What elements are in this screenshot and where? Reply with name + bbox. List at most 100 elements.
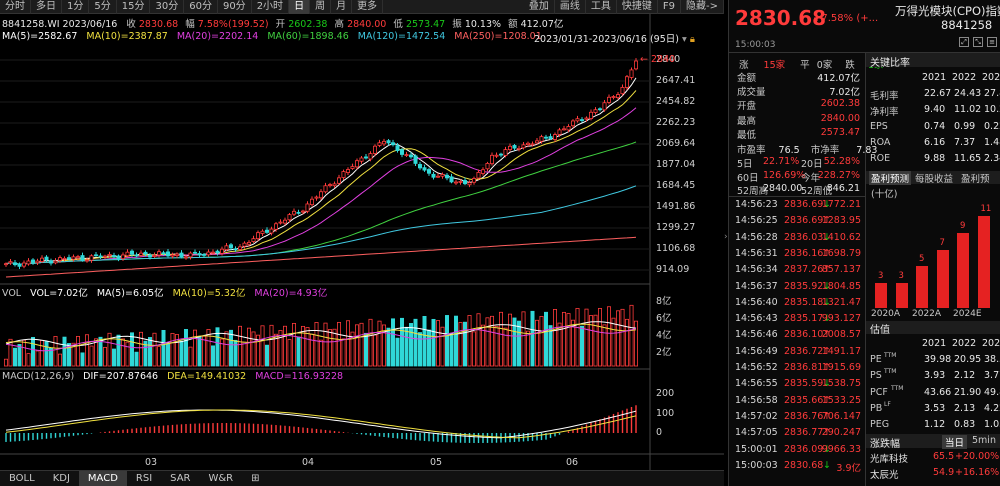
candle-body xyxy=(512,145,517,149)
volume-bar xyxy=(381,324,386,367)
candle-body xyxy=(422,167,427,171)
toolbar-action-button[interactable]: 画线 xyxy=(555,0,586,14)
candle-body xyxy=(476,172,481,179)
candle-body xyxy=(539,136,544,142)
volume-bar xyxy=(237,325,242,367)
forecast-tab[interactable]: 盈利预 xyxy=(961,174,990,185)
toolbar-action-button[interactable]: 叠加 xyxy=(524,0,555,14)
indicator-tab-boll[interactable]: BOLL xyxy=(9,472,35,484)
ratio-year-header: 2021 xyxy=(922,72,947,83)
period-tab[interactable]: 日 xyxy=(289,0,311,14)
tick-time: 14:56:34 xyxy=(735,264,778,276)
tick-row[interactable]: 14:56:58 2835.66 ↑ 1533.25 xyxy=(729,395,865,409)
volume-bar xyxy=(584,308,589,367)
period-tab[interactable]: 月 xyxy=(331,0,353,14)
kline-chart-svg[interactable] xyxy=(0,14,724,470)
high-value: 2840.00 xyxy=(347,19,387,30)
candle-body xyxy=(224,245,229,251)
period-tab[interactable]: 分时 xyxy=(0,0,31,14)
toolbar-action-button[interactable]: 快捷键 xyxy=(617,0,658,14)
indicator-tab-sar[interactable]: SAR xyxy=(170,472,191,484)
valuation-label: PCF xyxy=(870,386,888,398)
candle-body xyxy=(629,69,634,78)
toolbar-action-button[interactable]: 工具 xyxy=(586,0,617,14)
candle-body xyxy=(103,255,108,258)
candle-body xyxy=(390,142,395,146)
perf-label: 今年 xyxy=(801,172,821,184)
mover-name[interactable]: 光库科技 xyxy=(870,454,909,465)
period-tab[interactable]: 1分 xyxy=(62,0,90,14)
volume-bar xyxy=(49,347,54,367)
tick-time: 14:56:46 xyxy=(735,329,778,341)
candle-body xyxy=(426,169,431,174)
forecast-tab[interactable]: 盈利预测 xyxy=(869,171,912,185)
quote-stat-value: 412.07亿 xyxy=(817,73,860,84)
add-indicator-icon[interactable]: ⊞ xyxy=(251,472,260,484)
tick-price: 2835.59 xyxy=(784,378,824,390)
tick-row[interactable]: 15:00:03 2830.68 ↓ 3.9亿 xyxy=(729,460,865,474)
tick-row[interactable]: 14:56:37 2835.92 ↓ 1804.85 xyxy=(729,281,865,295)
period-tab[interactable]: 60分 xyxy=(184,0,218,14)
indicator-tab-rsi[interactable]: RSI xyxy=(135,472,153,484)
candle-body xyxy=(246,241,251,245)
valuation-value: 1.03 xyxy=(984,419,1000,431)
tick-volume: 1772.21 xyxy=(821,199,861,210)
volume-bar xyxy=(129,332,134,367)
candle-body xyxy=(134,254,139,257)
toolbar-action-button[interactable]: F9 xyxy=(658,0,681,14)
shrink-icon[interactable]: ⤡ xyxy=(973,37,983,47)
lock-icon[interactable]: 🔒︎ xyxy=(689,34,695,45)
tick-row[interactable]: 14:56:25 2836.69 ↑ 1283.95 xyxy=(729,215,865,229)
tick-row[interactable]: 14:56:28 2836.03 ↓ 1410.62 xyxy=(729,232,865,246)
indicator-tab-kdj[interactable]: KDJ xyxy=(52,472,70,484)
candle-body xyxy=(35,260,40,264)
tick-row[interactable]: 14:56:23 2836.69 ↓ 1772.21 xyxy=(729,199,865,213)
tick-row[interactable]: 14:56:43 2835.17 ↓ 993.127 xyxy=(729,313,865,327)
tick-time: 14:56:43 xyxy=(735,313,778,325)
tick-volume: 2008.57 xyxy=(821,329,861,341)
tick-row[interactable]: 14:56:49 2836.72 ↑ 1491.17 xyxy=(729,346,865,360)
candle-body xyxy=(201,253,206,256)
volume-bar xyxy=(30,336,35,367)
candle-body xyxy=(287,214,292,221)
period-tab[interactable]: 周 xyxy=(310,0,332,14)
valuation-value: 43.66 xyxy=(924,386,952,398)
period-tab[interactable]: 15分 xyxy=(117,0,151,14)
expand-icon[interactable]: ⤢ xyxy=(959,37,969,47)
tick-row[interactable]: 14:56:40 2835.18 ↓ 1321.47 xyxy=(729,297,865,311)
tick-row[interactable]: 14:56:55 2835.59 ↓ 1538.75 xyxy=(729,378,865,392)
tick-row[interactable]: 14:56:52 2836.81 ↑ 1915.69 xyxy=(729,362,865,376)
rise-label: 涨 xyxy=(739,60,749,71)
period-tab[interactable]: 30分 xyxy=(150,0,185,14)
candle-body xyxy=(413,155,418,164)
movers-tab[interactable]: 当日 xyxy=(942,435,968,449)
kline-chart-area[interactable]: 8841258.WI 2023/06/16 收 2830.68 幅 7.58%(… xyxy=(0,14,724,470)
tick-row[interactable]: 14:57:05 2836.77 ↑ 290.247 xyxy=(729,427,865,441)
indicator-tab-w-r[interactable]: W&R xyxy=(208,472,234,484)
collapse-arrow-icon[interactable]: › xyxy=(724,232,728,242)
month-axis-label: 05 xyxy=(430,457,443,468)
period-tab[interactable]: 多日 xyxy=(31,0,62,14)
tick-row[interactable]: 14:56:34 2837.26 ↑ 857.137 xyxy=(729,264,865,278)
forecast-tab[interactable]: 每股收益 xyxy=(915,174,954,185)
candle-body xyxy=(535,140,540,144)
tick-row[interactable]: 14:57:02 2836.76 ↑ 706.147 xyxy=(729,411,865,425)
period-tab[interactable]: 2小时 xyxy=(252,0,290,14)
mover-name[interactable]: 太辰光 xyxy=(870,470,899,481)
list-icon[interactable]: ≡ xyxy=(987,37,997,47)
volume-bar xyxy=(575,308,580,367)
volume-bar xyxy=(458,322,463,367)
volume-bar xyxy=(179,340,184,367)
tick-row[interactable]: 14:56:46 2836.10 ↑ 2008.57 xyxy=(729,329,865,343)
chevron-down-icon[interactable]: ▾ xyxy=(682,34,687,45)
tick-row[interactable]: 14:56:31 2836.16 ↑ 1698.79 xyxy=(729,248,865,262)
period-tab[interactable]: 5分 xyxy=(89,0,117,14)
candle-body xyxy=(112,255,117,258)
period-tab[interactable]: 90分 xyxy=(218,0,252,14)
movers-tab[interactable]: 5min xyxy=(972,435,996,446)
period-tab[interactable]: 更多 xyxy=(352,0,384,14)
toolbar-action-button[interactable]: 隐藏-> xyxy=(681,0,724,14)
tick-row[interactable]: 15:00:01 2836.09 ↓ 9966.33 xyxy=(729,444,865,458)
indicator-tab-macd[interactable]: MACD xyxy=(78,470,127,486)
pe-value: 76.5 xyxy=(778,145,800,156)
